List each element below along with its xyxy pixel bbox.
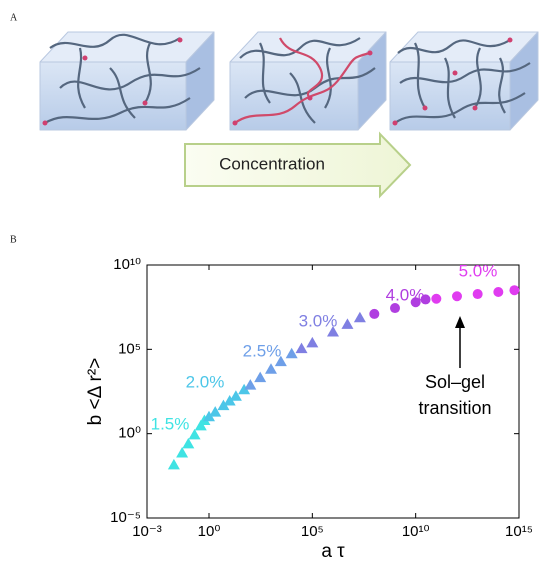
data-point	[493, 287, 503, 297]
annotation-arrowhead	[455, 316, 465, 328]
x-tick-label: 10⁵	[301, 523, 324, 540]
data-point	[244, 379, 256, 390]
annotation: transition	[418, 398, 491, 418]
data-point	[390, 303, 400, 313]
data-point	[431, 294, 441, 304]
y-tick-label: 10⁻⁵	[110, 509, 141, 526]
x-tick-label: 10¹⁰	[402, 523, 430, 540]
data-point	[254, 372, 266, 383]
data-point	[265, 363, 277, 374]
y-tick-label: 10⁰	[118, 425, 141, 442]
data-point	[306, 337, 318, 348]
panel-label: A	[10, 12, 18, 23]
gel-cubes	[40, 32, 538, 130]
data-point	[452, 291, 462, 301]
y-axis-label: b <Δ r²>	[85, 358, 106, 426]
data-point	[189, 429, 201, 440]
data-point	[473, 289, 483, 299]
data-point	[168, 459, 180, 470]
data-point	[354, 312, 366, 323]
panel-label: B	[10, 234, 17, 245]
data-point	[341, 318, 353, 329]
x-axis-label: a τ	[321, 541, 345, 562]
data-point	[296, 343, 308, 354]
series-label: 2.5%	[243, 341, 282, 360]
data-point	[509, 285, 519, 295]
arrow-label: Concentration	[219, 154, 325, 173]
annotation: Sol–gel	[425, 372, 485, 392]
x-tick-label: 10¹⁵	[505, 523, 533, 540]
data-point	[176, 447, 188, 458]
y-tick-label: 10¹⁰	[113, 256, 141, 273]
x-tick-label: 10⁰	[198, 523, 221, 540]
figure: A GP Concentration B 10⁻³10⁰10⁵10¹⁰10¹⁵1…	[0, 0, 541, 571]
series-label: 3.0%	[299, 311, 338, 330]
data-point	[369, 309, 379, 319]
series-label: 4.0%	[386, 285, 425, 304]
series-label: 1.5%	[151, 414, 190, 433]
series-label: 5.0%	[459, 261, 498, 280]
data-point	[182, 438, 194, 449]
series-label: 2.0%	[186, 372, 225, 391]
y-tick-label: 10⁵	[118, 340, 141, 357]
